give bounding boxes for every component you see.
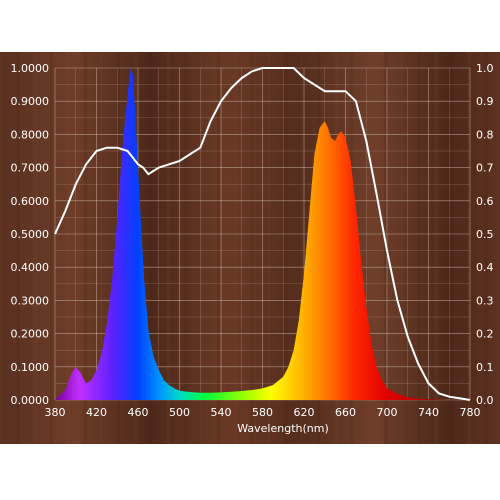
wood-grain-streak	[200, 52, 203, 444]
wood-grain-streak	[283, 52, 288, 444]
x-tick-label: 740	[418, 406, 439, 419]
y-tick-label-right: 0.4	[476, 261, 494, 274]
y-tick-label-left: 0.5000	[11, 228, 50, 241]
wood-grain-streak	[183, 52, 188, 444]
wood-grain-streak	[484, 52, 489, 444]
y-tick-label-right: 0.9	[476, 95, 494, 108]
y-tick-label-right: 0.5	[476, 228, 494, 241]
spectrum-chart: 0.0000 0.1000 0.2000 0.3000 0.4000 0.5000 0.60…	[0, 52, 500, 444]
y-tick-label-right: 0.0	[476, 394, 494, 407]
wood-grain-streak	[100, 52, 103, 444]
wood-grain-streak	[66, 52, 70, 444]
wood-grain-streak	[367, 52, 371, 444]
x-tick-label: 780	[460, 406, 481, 419]
y-tick-label-left: 0.4000	[11, 261, 50, 274]
y-tick-label-right: 0.1	[476, 361, 494, 374]
y-tick-label-left: 0.7000	[11, 162, 50, 175]
wood-grain-streak	[150, 52, 153, 444]
wood-grain-streak	[233, 52, 238, 444]
wood-grain-streak	[434, 52, 439, 444]
y-axis-right: 0.0 0.1 0.2 0.3 0.4 0.5 0.6 0.7 0.8 0.9 1.0	[476, 62, 494, 407]
x-tick-label: 540	[211, 406, 232, 419]
spectrum-area	[55, 68, 470, 400]
wood-grain-streak	[417, 52, 421, 444]
y-tick-label-right: 0.2	[476, 328, 494, 341]
y-tick-label-left: 1.0000	[11, 62, 50, 75]
y-tick-label-left: 0.6000	[11, 195, 50, 208]
y-tick-label-right: 0.8	[476, 128, 494, 141]
y-tick-label-left: 0.0000	[11, 394, 50, 407]
y-axis-left: 0.0000 0.1000 0.2000 0.3000 0.4000 0.5000 0.60…	[11, 62, 50, 407]
wood-grain-streak	[267, 52, 271, 444]
x-tick-label: 580	[252, 406, 273, 419]
y-tick-label-left: 0.2000	[11, 328, 50, 341]
wood-grain-streak	[16, 52, 20, 444]
wood-grain-streak	[400, 52, 403, 444]
wood-grain-streak	[450, 52, 453, 444]
series-layer	[54, 67, 471, 401]
wood-grain-streak	[467, 52, 471, 444]
wood-grain-streak	[0, 52, 2, 444]
x-axis-title: Wavelength(nm)	[237, 422, 329, 435]
y-tick-label-right: 1.0	[476, 62, 494, 75]
y-tick-label-left: 0.9000	[11, 95, 50, 108]
wood-grain-streak	[33, 52, 38, 444]
wood-grain-streak	[83, 52, 88, 444]
wood-grain-streak	[50, 52, 53, 444]
x-tick-label: 460	[128, 406, 149, 419]
response-curve-line	[54, 67, 471, 401]
x-axis: 380 420 460 500 540 580 620 660 700 740 780	[45, 406, 481, 419]
y-tick-label-left: 0.8000	[11, 128, 50, 141]
y-tick-label-right: 0.7	[476, 162, 494, 175]
y-tick-label-right: 0.6	[476, 195, 494, 208]
wood-grain-streak	[300, 52, 303, 444]
x-tick-label: 620	[294, 406, 315, 419]
wood-grain-streak	[167, 52, 170, 444]
x-tick-label: 380	[45, 406, 66, 419]
wood-grain-streak	[250, 52, 253, 444]
x-tick-label: 420	[86, 406, 107, 419]
x-tick-label: 660	[335, 406, 356, 419]
chart-svg: 0.00000.10000.20000.30000.40000.50000.60…	[0, 52, 500, 444]
x-tick-label: 700	[377, 406, 398, 419]
y-tick-label-right: 0.3	[476, 294, 494, 307]
wood-grain-streak	[217, 52, 221, 444]
x-tick-label: 500	[169, 406, 190, 419]
y-tick-label-left: 0.3000	[11, 294, 50, 307]
y-tick-label-left: 0.1000	[11, 361, 50, 374]
